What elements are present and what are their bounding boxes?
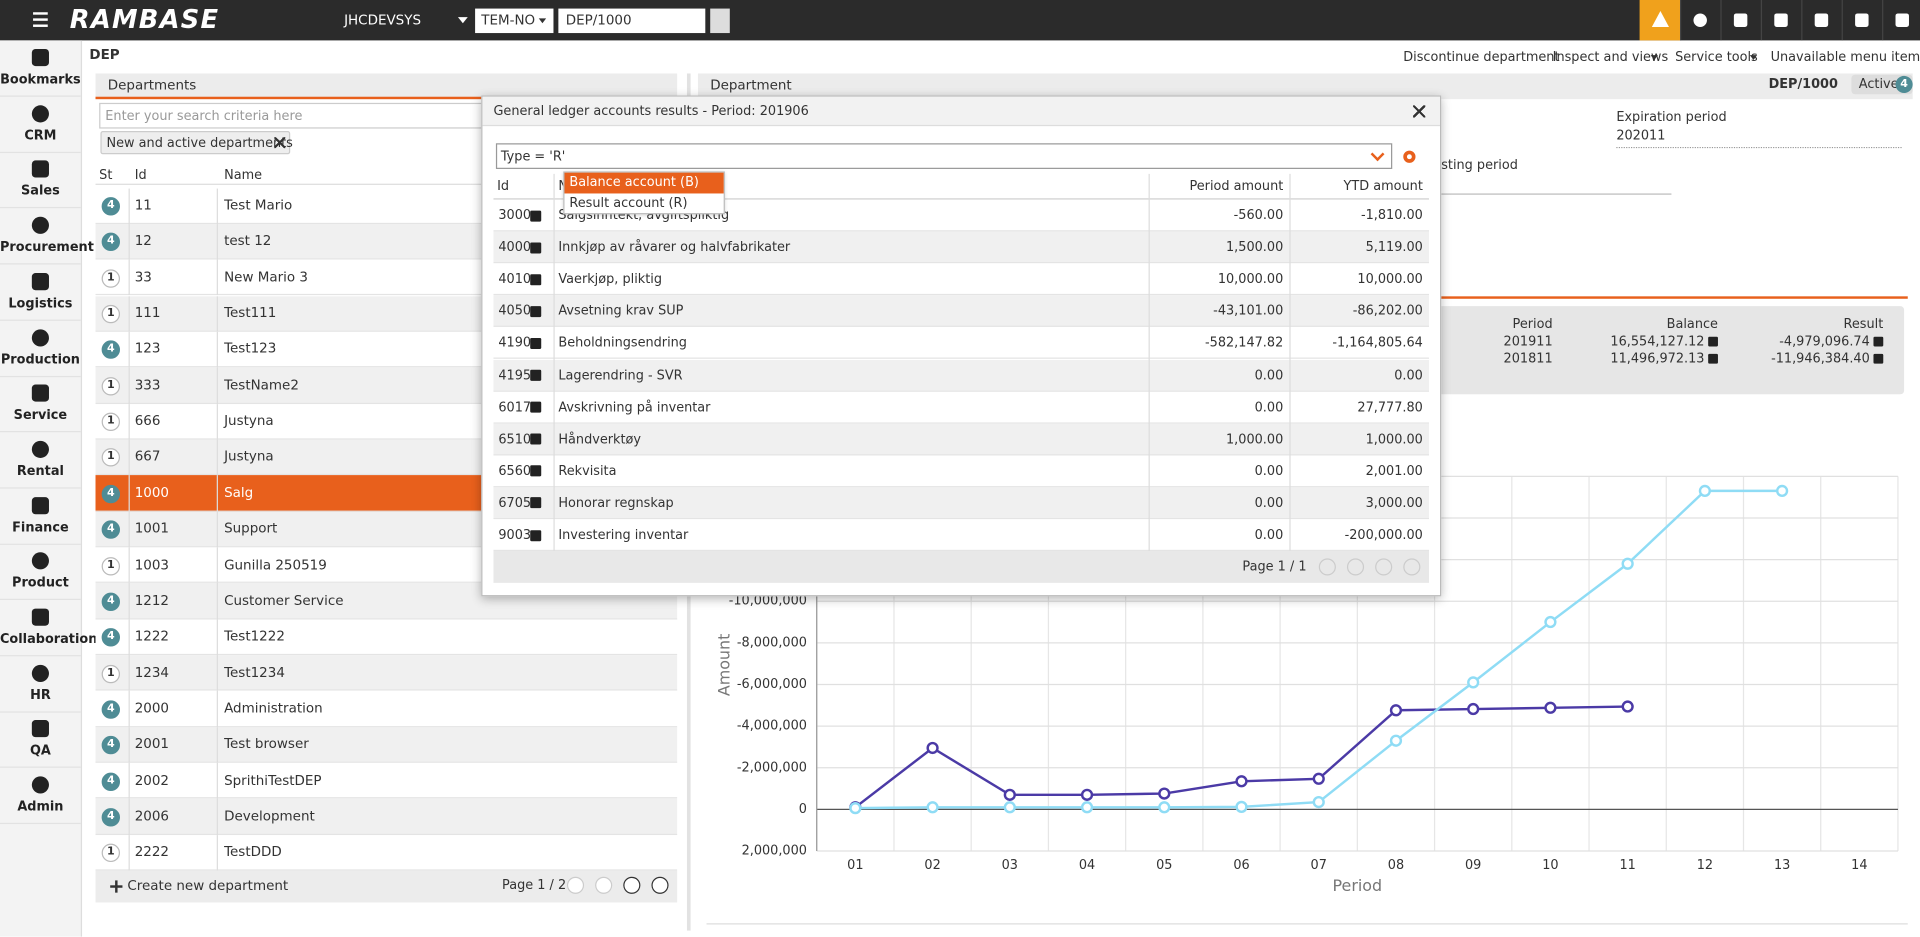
pager-button[interactable] bbox=[1319, 558, 1336, 575]
ytd-amount: 10,000.00 bbox=[1056, 270, 1423, 290]
account-name: Håndverktøy bbox=[558, 429, 925, 449]
x-tick-label: 01 bbox=[847, 858, 863, 873]
account-name: Lagerendring - SVR bbox=[558, 366, 925, 386]
y-tick-label: -2,000,000 bbox=[737, 760, 807, 775]
x-tick-label: 13 bbox=[1774, 858, 1790, 873]
account-name: Innkjøp av råvarer og halvfabrikater bbox=[558, 238, 925, 258]
point bbox=[1005, 790, 1015, 800]
ytd-amount: 5,119.00 bbox=[1056, 238, 1423, 258]
ytd-amount: 2,001.00 bbox=[1056, 461, 1423, 481]
point bbox=[928, 802, 938, 812]
icon bbox=[530, 370, 541, 381]
point bbox=[1237, 802, 1247, 812]
y-axis-title: Amount bbox=[714, 634, 733, 697]
point bbox=[1005, 802, 1015, 812]
y-tick-label: 0 bbox=[799, 802, 807, 817]
icon bbox=[530, 498, 541, 509]
account-name: Avsetning krav SUP bbox=[558, 302, 925, 322]
point bbox=[1159, 789, 1169, 799]
pager-button[interactable] bbox=[1403, 558, 1420, 575]
column-divider bbox=[1149, 174, 1150, 551]
ytd-amount: -200,000.00 bbox=[1056, 525, 1423, 545]
option-label: Balance account (B) bbox=[569, 173, 936, 193]
icon bbox=[530, 530, 541, 541]
point bbox=[1777, 486, 1787, 496]
point bbox=[1546, 703, 1556, 713]
icon bbox=[530, 306, 541, 317]
ytd-amount: 3,000.00 bbox=[1056, 493, 1423, 513]
account-name: Vaerkjøp, pliktig bbox=[558, 270, 925, 290]
point bbox=[1391, 736, 1401, 746]
ytd-amount: -86,202.00 bbox=[1056, 302, 1423, 322]
icon bbox=[530, 466, 541, 477]
point bbox=[1623, 559, 1633, 569]
x-tick-label: 12 bbox=[1697, 858, 1713, 873]
ytd-amount: -1,810.00 bbox=[1056, 206, 1423, 226]
point bbox=[1314, 797, 1324, 807]
account-name: Beholdningsendring bbox=[558, 334, 925, 354]
point bbox=[1237, 776, 1247, 786]
x-tick-label: 07 bbox=[1311, 858, 1327, 873]
x-tick-label: 14 bbox=[1851, 858, 1867, 873]
point bbox=[1082, 790, 1092, 800]
account-name: Avskrivning på inventar bbox=[558, 397, 925, 417]
settings-button[interactable] bbox=[1403, 151, 1415, 163]
icon bbox=[530, 434, 541, 445]
icon bbox=[530, 402, 541, 413]
x-tick-label: 10 bbox=[1542, 858, 1558, 873]
dialog-title: General ledger accounts results - Period… bbox=[493, 102, 1105, 122]
close-button[interactable] bbox=[1413, 105, 1425, 117]
x-tick-label: 05 bbox=[1156, 858, 1172, 873]
x-tick-label: 02 bbox=[924, 858, 940, 873]
y-tick-label: -8,000,000 bbox=[737, 635, 807, 650]
icon bbox=[530, 274, 541, 285]
point bbox=[1468, 678, 1478, 688]
point bbox=[1391, 705, 1401, 715]
point bbox=[1082, 802, 1092, 812]
pager: Page 1 / 1 bbox=[939, 557, 1306, 577]
x-tick-label: 08 bbox=[1388, 858, 1404, 873]
point bbox=[1468, 704, 1478, 714]
column-divider bbox=[1289, 174, 1290, 551]
point bbox=[1546, 617, 1556, 627]
icon bbox=[530, 242, 541, 253]
filter-text: Type = 'R' bbox=[501, 147, 868, 167]
point bbox=[1159, 802, 1169, 812]
column-label: YTD amount bbox=[1056, 176, 1423, 196]
x-axis-title: Period bbox=[1333, 876, 1383, 895]
ytd-amount: -1,164,805.64 bbox=[1056, 334, 1423, 354]
account-name: Investering inventar bbox=[558, 525, 925, 545]
x-tick-label: 03 bbox=[1002, 858, 1018, 873]
y-tick-label: 2,000,000 bbox=[742, 844, 807, 859]
x-tick-label: 11 bbox=[1619, 858, 1635, 873]
y-tick-label: -4,000,000 bbox=[737, 719, 807, 734]
pager-button[interactable] bbox=[1347, 558, 1364, 575]
point bbox=[1623, 702, 1633, 712]
account-name: Rekvisita bbox=[558, 461, 925, 481]
y-tick-label: -6,000,000 bbox=[737, 677, 807, 692]
icon bbox=[530, 210, 541, 221]
x-tick-label: 09 bbox=[1465, 858, 1481, 873]
point bbox=[1314, 774, 1324, 784]
ytd-amount: 27,777.80 bbox=[1056, 397, 1423, 417]
point bbox=[928, 743, 938, 753]
icon bbox=[530, 338, 541, 349]
account-name: Honorar regnskap bbox=[558, 493, 925, 513]
point bbox=[1700, 486, 1710, 496]
point bbox=[850, 803, 860, 813]
column-divider bbox=[553, 174, 554, 551]
option-label: Result account (R) bbox=[569, 193, 936, 213]
ytd-amount: 1,000.00 bbox=[1056, 429, 1423, 449]
ytd-amount: 0.00 bbox=[1056, 366, 1423, 386]
x-tick-label: 06 bbox=[1233, 858, 1249, 873]
pager-button[interactable] bbox=[1375, 558, 1392, 575]
x-tick-label: 04 bbox=[1079, 858, 1095, 873]
